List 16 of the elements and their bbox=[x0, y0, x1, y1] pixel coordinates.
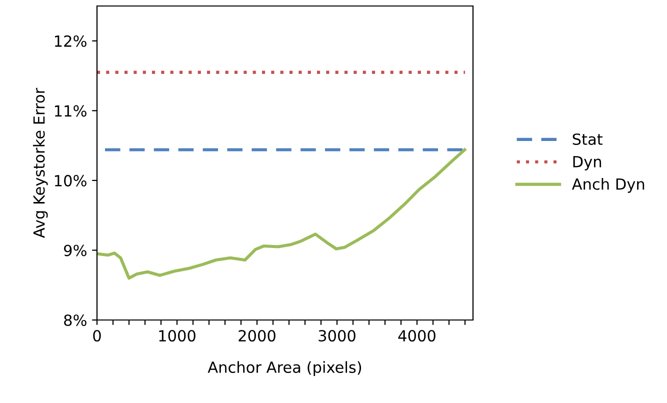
y-tick-label: 9% bbox=[64, 244, 86, 256]
x-tick-label: 3000 bbox=[318, 330, 356, 342]
x-tick-label: 4000 bbox=[398, 330, 436, 342]
legend-label: Anch Dyn bbox=[572, 178, 644, 193]
y-tick-label: 12% bbox=[55, 35, 86, 47]
legend-label: Dyn bbox=[573, 156, 602, 170]
y-tick-label: 11% bbox=[55, 105, 86, 117]
x-tick-label: 0 bbox=[93, 330, 101, 342]
line-series bbox=[97, 148, 466, 280]
x-axis-title: Anchor Area (pixels) bbox=[208, 361, 362, 376]
y-tick-label: 8% bbox=[64, 314, 86, 326]
y-axis-title: Avg Keystorke Error bbox=[32, 88, 48, 238]
y-tick-label: 10% bbox=[55, 174, 86, 186]
x-tick-label: 1000 bbox=[159, 330, 196, 342]
x-tick-label: 2000 bbox=[238, 330, 276, 342]
legend-label: Stat bbox=[572, 133, 603, 146]
